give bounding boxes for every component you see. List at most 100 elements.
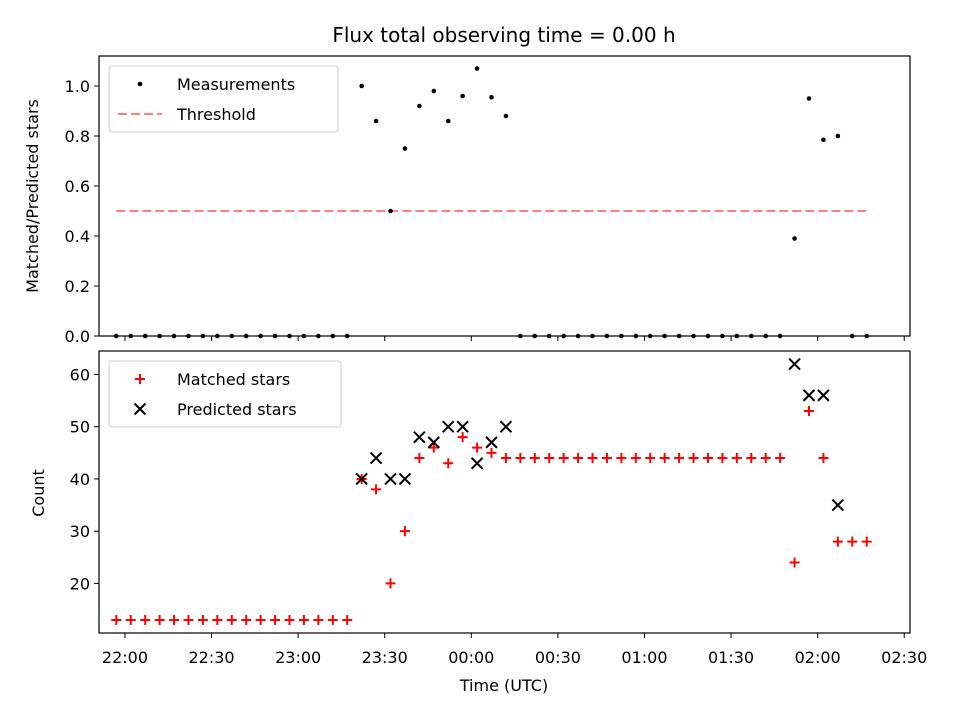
top-axes: Flux total observing time = 0.00 h Match… — [23, 23, 911, 346]
predicted-star-point — [456, 420, 469, 433]
measurement-point — [388, 208, 393, 214]
matched-star-point — [717, 453, 728, 464]
bottom-plot-area — [111, 357, 872, 625]
bottom-axes: Count Time (UTC) 20 30 40 50 60 22:00 22:30 23… — [29, 350, 927, 695]
predicted-star-point — [369, 451, 383, 465]
matched-star-point — [832, 536, 843, 547]
top-legend: Measurements Threshold — [108, 65, 339, 133]
matched-star-point — [342, 614, 353, 625]
matched-star-point — [472, 442, 483, 453]
legend-x-predicted — [133, 402, 147, 416]
matched-star-point — [500, 453, 511, 464]
predicted-star-point — [355, 472, 368, 486]
top-y-tick-label: 0.2 — [65, 277, 90, 296]
predicted-star-point — [485, 436, 498, 449]
measurement-point — [489, 94, 494, 100]
matched-star-point — [486, 447, 497, 458]
predicted-star-point — [788, 357, 801, 371]
measurement-point — [460, 93, 465, 99]
matched-star-point — [226, 614, 237, 625]
matched-star-point — [587, 453, 598, 464]
x-tick-label: 02:30 — [881, 648, 927, 667]
matched-star-point — [140, 614, 151, 625]
measurement-point — [402, 146, 408, 151]
matched-star-point — [674, 453, 685, 464]
legend-label-measurements: Measurements — [177, 75, 295, 94]
measurement-point — [474, 66, 480, 71]
top-y-tick-label: 0.6 — [65, 177, 90, 196]
bottom-y-axis-label: Count — [29, 469, 48, 517]
matched-star-point — [529, 453, 540, 464]
top-y-tick-label: 0.4 — [65, 227, 90, 246]
legend-dot-measurements — [137, 81, 143, 87]
x-tick-label: 22:00 — [102, 648, 148, 667]
x-tick-label: 23:30 — [362, 648, 408, 667]
matched-star-point — [371, 484, 382, 495]
matched-star-point — [428, 442, 439, 453]
matched-star-point — [861, 536, 872, 547]
matched-star-point — [212, 614, 223, 625]
matched-star-point — [616, 453, 627, 464]
predicted-star-point — [817, 389, 830, 402]
legend-label-matched-stars: Matched stars — [177, 370, 290, 389]
predicted-star-point — [427, 436, 440, 449]
matched-star-point — [573, 453, 584, 464]
legend-marker-predicted-stars — [133, 402, 147, 416]
bottom-y-tick-label: 30 — [70, 522, 90, 541]
top-y-axis-label: Matched/Predicted stars — [23, 99, 42, 293]
measurement-point — [445, 118, 451, 124]
matched-star-point — [183, 614, 194, 625]
matched-star-point — [630, 453, 641, 464]
legend-marker-matched-stars — [135, 374, 145, 384]
legend-marker-measurements — [137, 81, 143, 87]
x-tick-label: 00:30 — [535, 648, 581, 667]
top-y-tick-label: 0.8 — [65, 127, 90, 146]
predicted-star-point — [442, 420, 455, 433]
bottom-y-ticks: 20 30 40 50 60 — [70, 366, 99, 593]
x-tick-label: 23:00 — [275, 648, 321, 667]
matched-star-point — [601, 453, 612, 464]
matched-star-point — [125, 614, 136, 625]
bottom-y-tick-label: 60 — [70, 366, 90, 385]
matched-star-point — [169, 614, 180, 625]
matched-star-point — [385, 578, 396, 589]
measurement-point — [373, 118, 379, 124]
matched-star-point — [443, 458, 454, 469]
top-axes-frame — [98, 55, 911, 337]
measurement-point — [359, 83, 364, 89]
matched-star-point — [731, 453, 742, 464]
x-tick-label: 01:30 — [708, 648, 754, 667]
predicted-star-point — [831, 498, 845, 512]
matched-star-point — [154, 614, 165, 625]
x-tick-label: 00:00 — [448, 648, 494, 667]
matched-star-point — [659, 453, 670, 464]
matched-star-point — [313, 614, 324, 625]
matched-star-point — [645, 453, 656, 464]
x-axis-label: Time (UTC) — [459, 676, 548, 695]
x-tick-label: 02:00 — [795, 648, 841, 667]
matched-star-point — [789, 557, 800, 568]
matched-star-point — [241, 614, 252, 625]
matched-star-point — [746, 453, 757, 464]
matched-star-point — [558, 453, 569, 464]
predicted-star-point — [413, 430, 426, 444]
bottom-y-tick-label: 40 — [70, 470, 90, 489]
matched-star-point — [760, 453, 771, 464]
measurement-point — [806, 96, 812, 101]
top-y-tick-label: 0.0 — [65, 327, 90, 346]
bottom-legend-box — [108, 360, 342, 428]
matched-star-point — [284, 614, 295, 625]
measurement-point — [821, 137, 826, 143]
predicted-star-point — [470, 457, 484, 470]
x-tick-label: 22:30 — [189, 648, 235, 667]
matched-star-point — [847, 536, 858, 547]
predicted-star-point — [384, 472, 397, 486]
top-legend-box — [108, 65, 339, 133]
matched-star-point — [818, 453, 829, 464]
chart-title: Flux total observing time = 0.00 h — [332, 23, 675, 47]
measurement-point — [835, 133, 841, 139]
matched-star-point — [298, 614, 309, 625]
matched-star-point — [775, 453, 786, 464]
bottom-legend: Matched stars Predicted stars — [108, 360, 342, 428]
